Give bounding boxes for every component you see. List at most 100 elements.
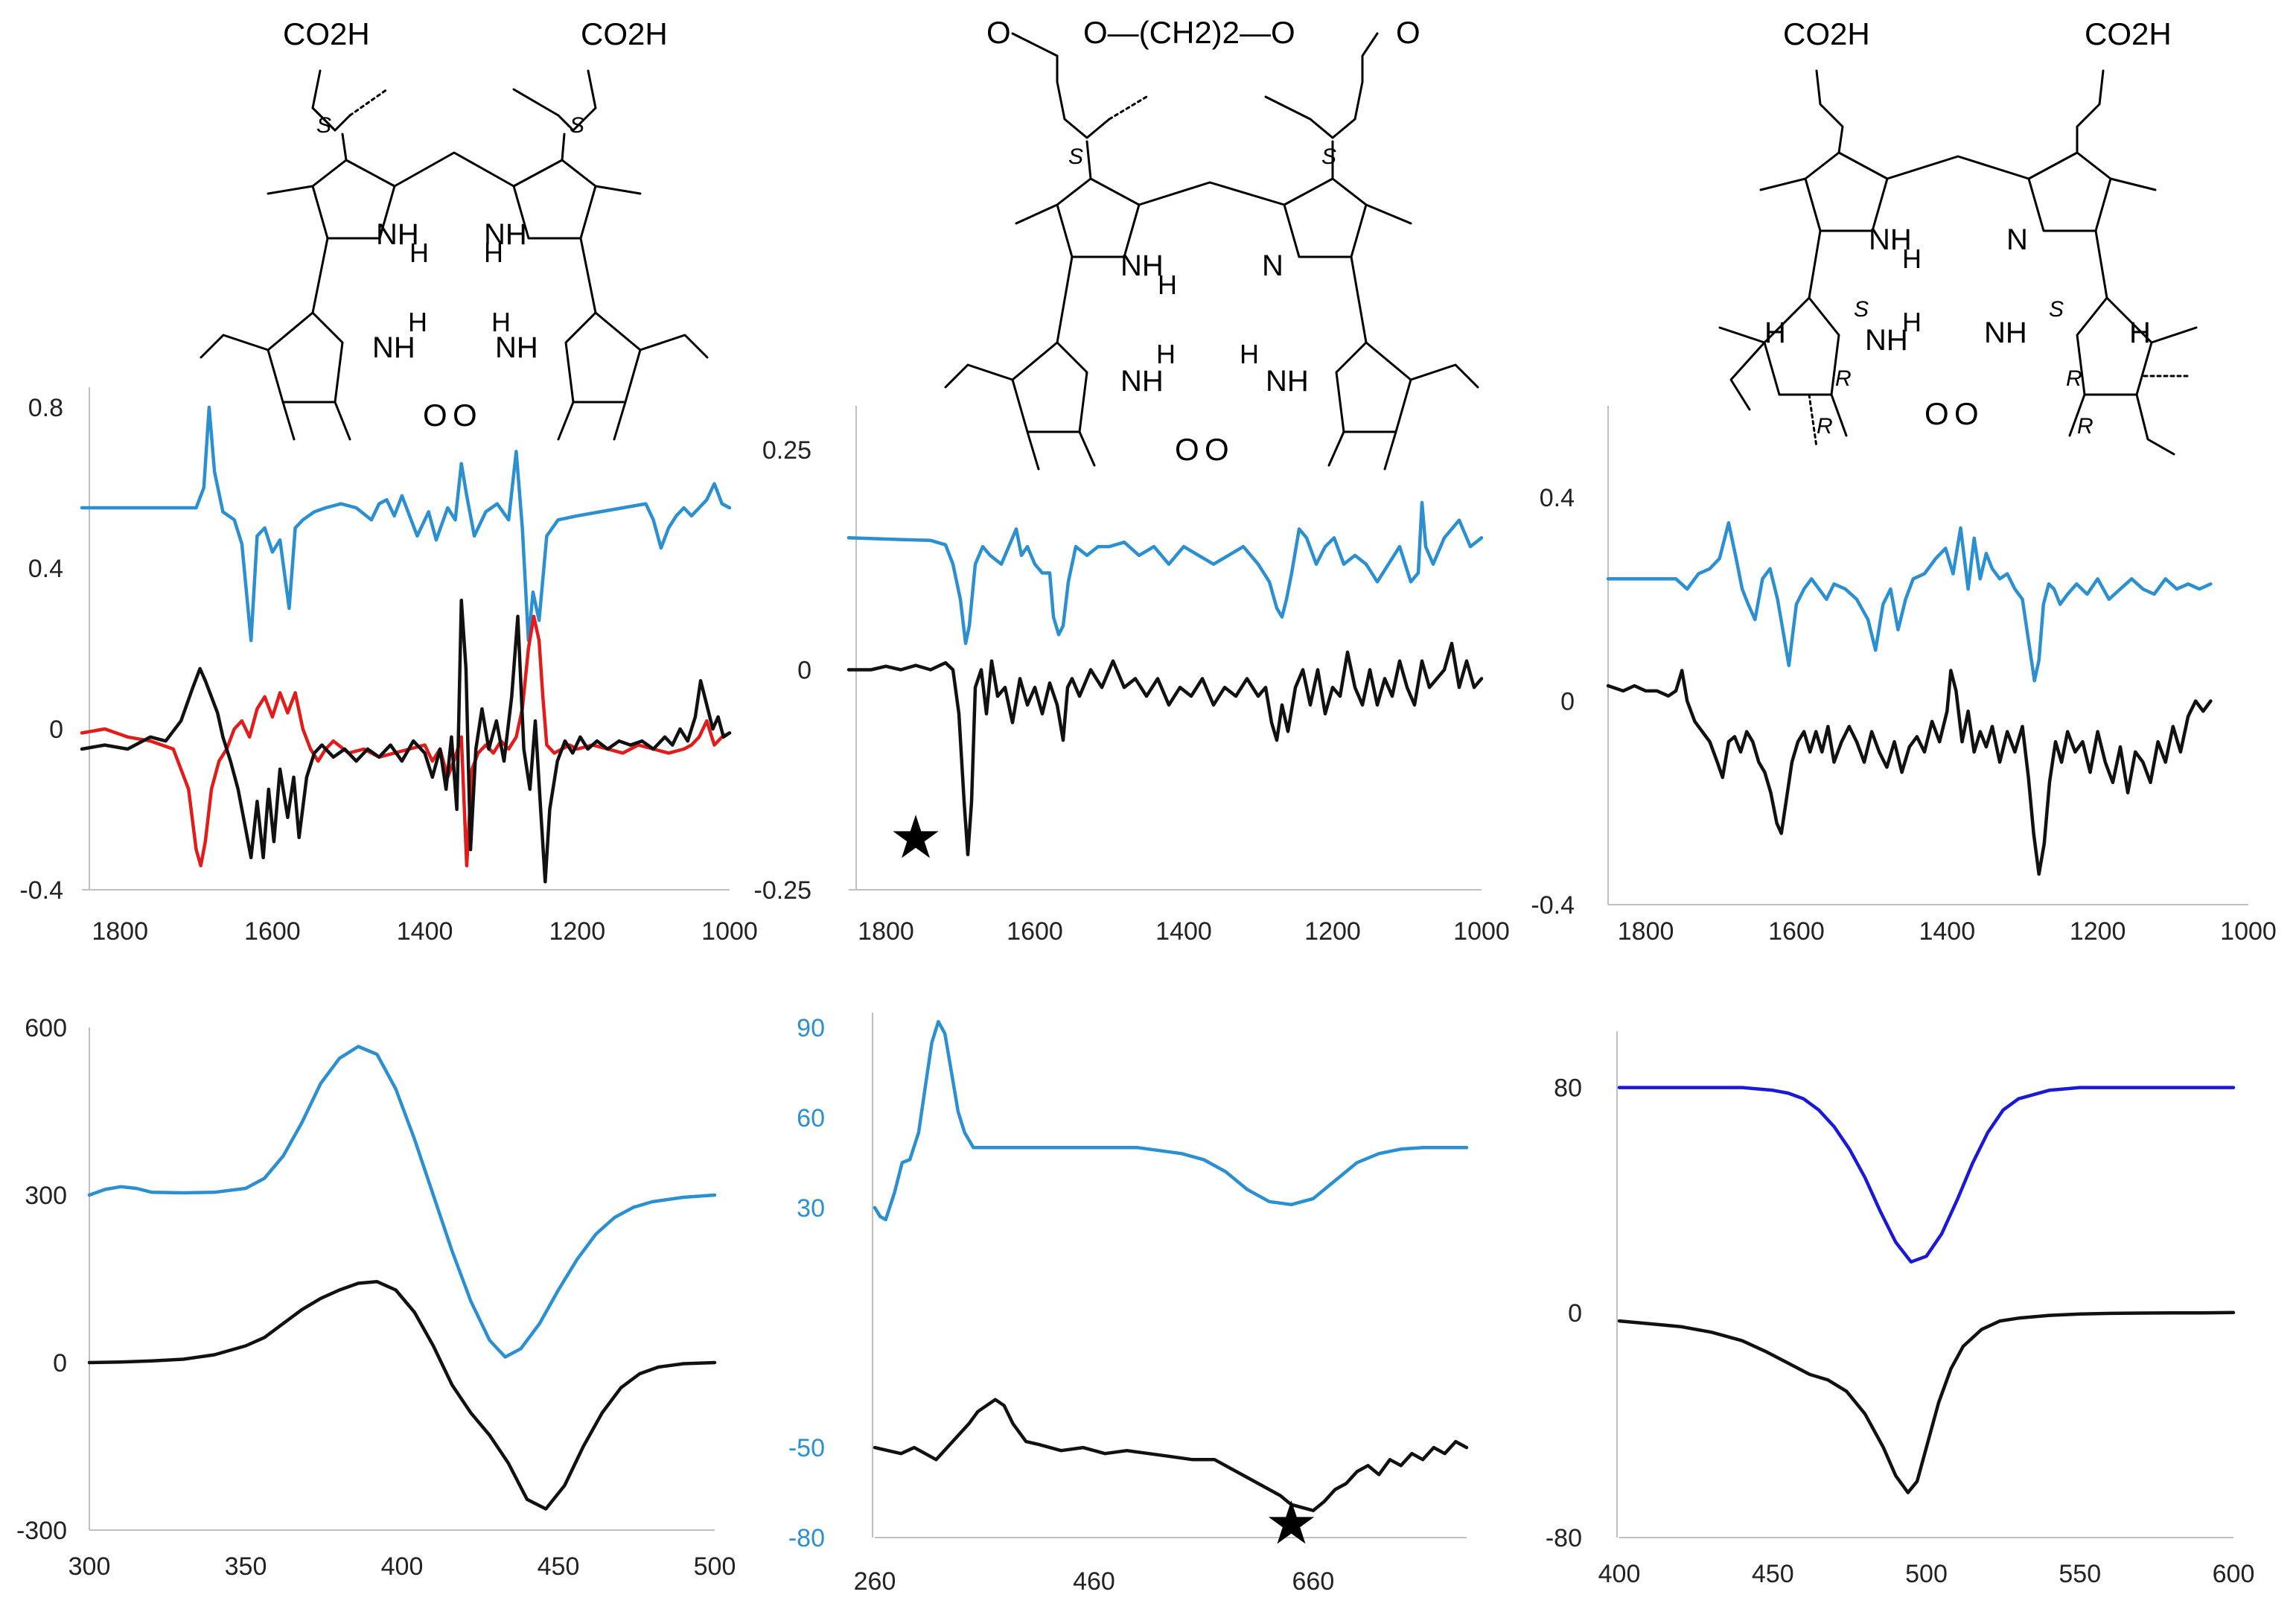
label-nh-c5: NH (1984, 316, 2027, 349)
label-h-c4: H (1902, 307, 1922, 337)
label-stereo-c3: R (1817, 414, 1833, 439)
label-h-2: H (484, 238, 503, 268)
series-line (87, 1045, 717, 1359)
label-oxo-b2: O (1205, 432, 1229, 467)
series-line (1606, 669, 2213, 876)
series-line (846, 500, 1484, 646)
x-tick-label: 1200 (1304, 917, 1361, 946)
label-nh-b4: NH (1266, 365, 1309, 398)
x-tick-label: 400 (1598, 1560, 1641, 1588)
series-line (87, 1280, 717, 1511)
structure-bilirubin-labels: CO2H CO2H S S NH H NH H NH H NH H O O (283, 16, 668, 433)
y-tick-label: -80 (1546, 1524, 1582, 1552)
y-tick-label: 0.4 (28, 555, 63, 583)
structure-bridged-diester (944, 32, 1479, 471)
label-stereo-c4: S (2049, 297, 2064, 322)
label-h-4: H (491, 307, 511, 337)
structure-bilirubin (200, 69, 709, 441)
series-line (1617, 1086, 2236, 1264)
label-oxo-1: O (423, 398, 447, 433)
label-bridge: O—(CH2)2—O (1083, 15, 1295, 50)
y-tick-label: -80 (788, 1524, 825, 1552)
x-tick-label: 460 (1073, 1567, 1115, 1596)
x-tick-label: 660 (1292, 1567, 1335, 1596)
x-tick-label: 1000 (2220, 917, 2277, 946)
y-tick-label: 30 (797, 1194, 825, 1223)
y-tick-label: 90 (797, 1014, 825, 1042)
x-tick-label: 1800 (92, 917, 148, 946)
label-stereo-s-right-2: S (1321, 144, 1336, 169)
series-line (80, 405, 732, 643)
x-tick-label: 1200 (549, 917, 605, 946)
label-nh-2: NH (484, 218, 527, 251)
label-co2h-left: CO2H (283, 16, 370, 51)
label-h-b4: H (1240, 339, 1259, 369)
x-tick-label: 550 (2059, 1560, 2101, 1588)
structure-stercobilin (1718, 69, 2198, 456)
star-annotation: ★ (889, 803, 943, 872)
series-line (1617, 1310, 2236, 1494)
label-h-c6: H (2129, 316, 2151, 349)
structure-bridged-diester-labels: O O—(CH2)2—O O S S NH H N NH H NH H O O (986, 15, 1420, 467)
label-nh-1: NH (376, 218, 419, 251)
label-co2h-right: CO2H (581, 16, 668, 51)
label-stereo-c6: R (2077, 414, 2093, 439)
y-tick-label: -0.25 (754, 876, 812, 905)
label-nh-4: NH (495, 331, 538, 364)
y-tick-label: 0 (49, 716, 63, 744)
label-h-c3: H (1764, 316, 1786, 349)
y-tick-label: -0.4 (19, 876, 63, 905)
series-line (873, 1398, 1469, 1512)
y-tick-label: -300 (16, 1517, 67, 1545)
chart-ecd-diester: 260 460 660 90 60 30 -50 -80 ★ (788, 1013, 1469, 1596)
label-nh-3: NH (372, 331, 415, 364)
x-tick-label: 1800 (1618, 917, 1674, 946)
y-tick-label: 0.8 (28, 394, 63, 422)
y-tick-label: 0.25 (762, 436, 811, 465)
label-nh-c4: NH (1865, 324, 1908, 357)
series-line (1606, 520, 2213, 683)
x-tick-label: 500 (1905, 1560, 1948, 1588)
x-tick-label: 400 (381, 1552, 424, 1581)
x-tick-label: 1000 (1453, 917, 1510, 946)
x-tick-label: 260 (854, 1567, 896, 1596)
chart-vcd-bilirubin: 1800 1600 1400 1200 1000 0.8 0.4 0 -0.4 (19, 387, 758, 946)
label-stereo-c2: R (1835, 366, 1852, 391)
label-oxo-b1: O (1175, 432, 1199, 467)
x-tick-label: 450 (538, 1552, 580, 1581)
chart-vcd-stercobilin: 1800 1600 1400 1200 1000 0.4 0 -0.4 (1531, 406, 2277, 946)
x-tick-label: 350 (225, 1552, 267, 1581)
label-carbonyl-left: O (986, 15, 1011, 50)
y-tick-label: 0 (1568, 1299, 1582, 1328)
label-nh-c1: NH (1869, 223, 1912, 256)
label-oxo-c2: O (1954, 396, 1979, 431)
label-stereo-s-right: S (570, 113, 584, 138)
label-stereo-s-left-2: S (1068, 144, 1083, 169)
x-tick-label: 1600 (244, 917, 301, 946)
x-tick-label: 300 (68, 1552, 111, 1581)
y-tick-label: 0 (53, 1349, 67, 1377)
y-tick-label: 600 (25, 1014, 67, 1042)
x-tick-label: 500 (694, 1552, 736, 1581)
y-tick-label: 300 (25, 1182, 67, 1210)
x-tick-label: 1400 (1919, 917, 1975, 946)
x-tick-label: 1200 (2070, 917, 2126, 946)
label-co2h-left-3: CO2H (1783, 16, 1870, 51)
series-line (873, 1019, 1469, 1222)
label-nh-b3: NH (1120, 365, 1164, 398)
x-tick-label: 600 (2213, 1560, 2255, 1588)
label-h-c1: H (1902, 243, 1922, 274)
y-tick-label: -0.4 (1531, 891, 1575, 920)
label-stereo-c1: S (1854, 297, 1869, 322)
x-tick-label: 1800 (858, 917, 914, 946)
chart-vcd-diester: 1800 1600 1400 1200 1000 0.25 0 -0.25 ★ (754, 406, 1510, 946)
label-n-b2: N (1262, 249, 1283, 282)
x-tick-label: 1000 (701, 917, 758, 946)
label-stereo-s-left: S (316, 113, 331, 138)
y-tick-label: 0.4 (1540, 484, 1575, 512)
series-line (80, 598, 732, 884)
y-tick-label: 0 (797, 657, 811, 685)
label-h-1: H (409, 238, 429, 268)
chart-ecd-stercobilin: 400 450 500 550 600 80 0 -80 (1546, 1031, 2255, 1588)
label-carbonyl-right: O (1396, 15, 1420, 50)
